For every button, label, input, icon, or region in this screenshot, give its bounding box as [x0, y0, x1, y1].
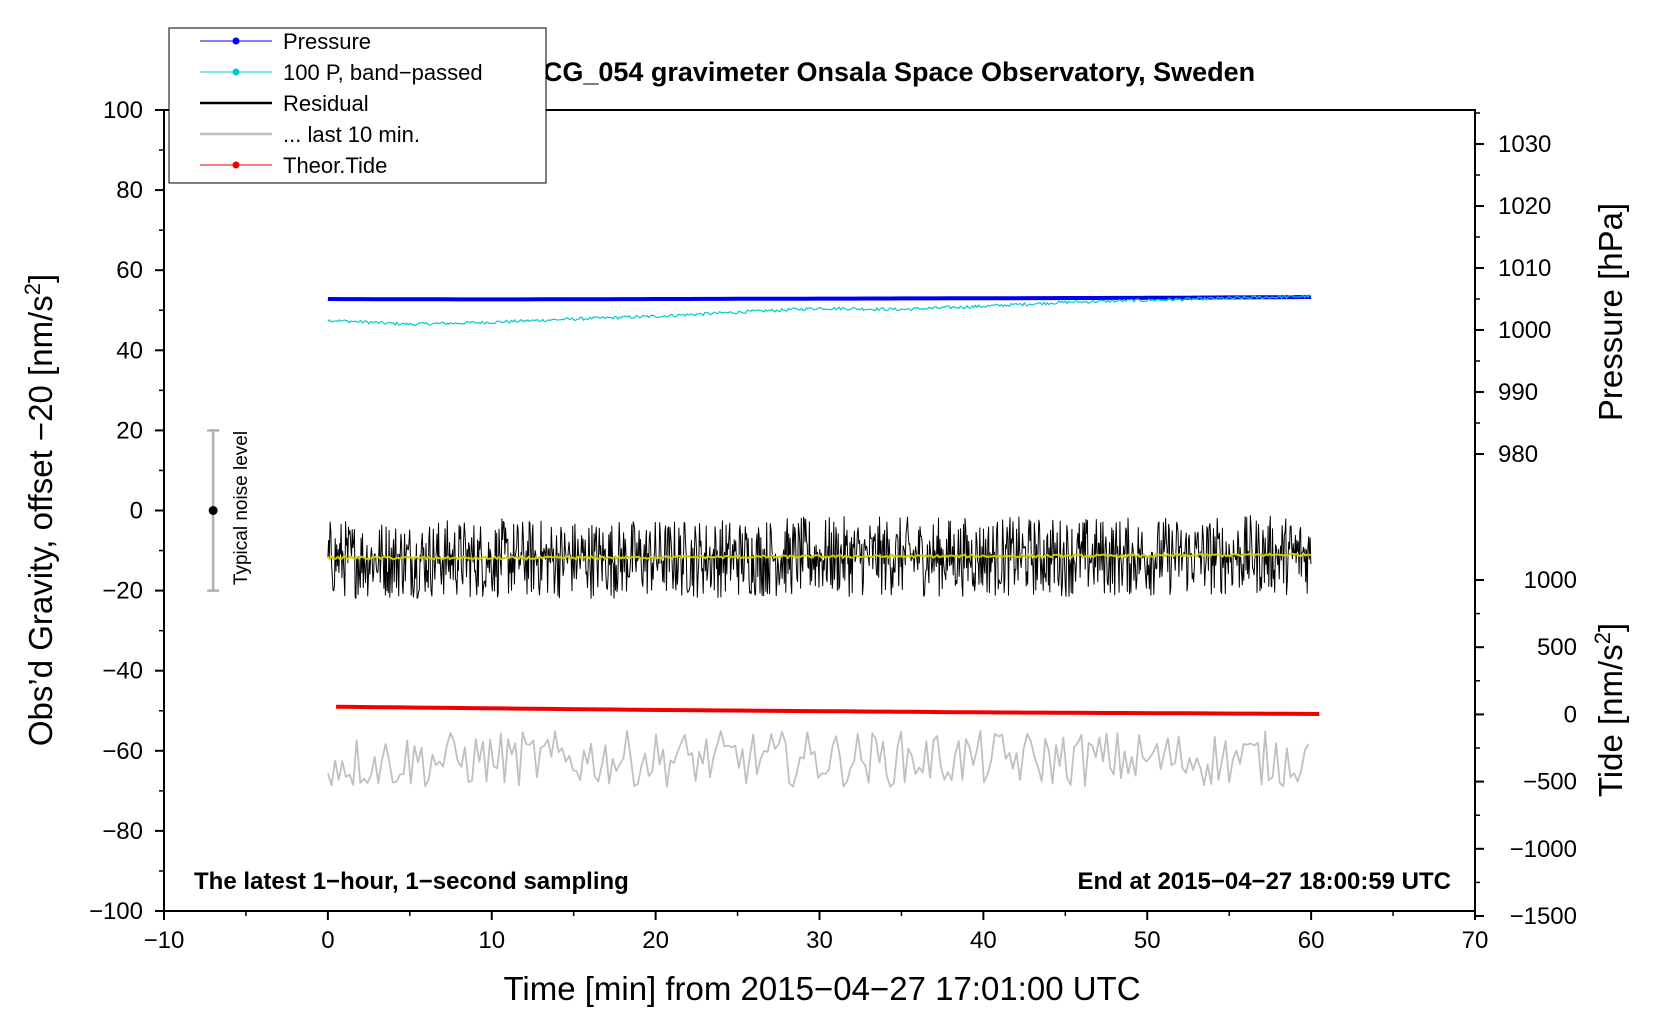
pressure-tick-label: 990: [1498, 379, 1538, 406]
y-axis-left-label-prefix: Obs’d Gravity, offset −20 [nm/s: [22, 295, 59, 746]
y-axis-tide-label-suffix: ]: [1592, 623, 1629, 632]
legend-label-0: Pressure: [283, 29, 371, 54]
legend-label-3: ... last 10 min.: [283, 122, 420, 147]
legend-items: Pressure 100 P, band−passed Residual ... la…: [200, 29, 483, 178]
tide-tick-label: 500: [1537, 634, 1577, 661]
plot-frame: [163, 109, 1476, 912]
note-end-time: End at 2015−04−27 18:00:59 UTC: [1077, 868, 1451, 895]
legend-label-2: Residual: [283, 91, 369, 116]
y-axis-pressure-label: Pressure [hPa]: [1592, 203, 1629, 421]
tide-tick-label: −500: [1523, 769, 1577, 796]
chart-title: SCG_054 gravimeter Onsala Space Observat…: [525, 57, 1255, 87]
y-axis-gravity: −100 −80 −60 −40 −20 0 20 40 60 80 100: [89, 97, 164, 925]
series-line-2: [327, 515, 1312, 599]
x-tick-label: 0: [321, 927, 334, 954]
legend-marker-1: [232, 68, 240, 76]
smoothed-residual-line: [327, 551, 1312, 561]
y-axis-left-label: Obs’d Gravity, offset −20 [nm/s2]: [20, 274, 59, 746]
pressure-tick-label: 980: [1498, 441, 1538, 468]
y-axis-tide-label-prefix: Tide [nm/s: [1592, 644, 1629, 797]
note-sampling: The latest 1−hour, 1−second sampling: [194, 868, 629, 895]
y-tick-label: −100: [89, 898, 143, 925]
legend: Pressure 100 P, band−passed Residual ... la…: [168, 27, 547, 184]
x-tick-label: 60: [1298, 927, 1325, 954]
x-tick-label: 40: [970, 927, 997, 954]
y-axis-left-label-suffix: ]: [22, 274, 59, 283]
tide-tick-label: 0: [1564, 701, 1577, 728]
y-tick-label: −20: [102, 578, 143, 605]
x-tick-label: 30: [806, 927, 833, 954]
pressure-tick-label: 1000: [1498, 317, 1551, 344]
y-tick-label: 0: [130, 498, 143, 525]
x-tick-label: −10: [144, 927, 185, 954]
plot-series: [327, 294, 1320, 788]
x-tick-label: 70: [1462, 927, 1489, 954]
pressure-tick-label: 1010: [1498, 255, 1551, 282]
x-tick-label: 10: [478, 927, 505, 954]
legend-marker-4: [232, 161, 240, 169]
legend-label-4: Theor.Tide: [283, 153, 387, 178]
y-axis-tide: 1000 500 0 −500 −1000 −1500: [1475, 567, 1577, 930]
y-axis-pressure: 1030 1020 1010 1000 990 980: [1475, 112, 1551, 468]
y-axis-left-label-sup: 2: [20, 283, 45, 295]
y-tick-label: −80: [102, 818, 143, 845]
legend-label-1: 100 P, band−passed: [283, 60, 483, 85]
y-tick-label: 40: [116, 337, 143, 364]
series-line-3: [327, 729, 1310, 788]
y-tick-label: 60: [116, 257, 143, 284]
noise-marker: [207, 429, 220, 592]
x-axis-label: Time [min] from 2015−04−27 17:01:00 UTC: [503, 970, 1140, 1007]
legend-box: [168, 27, 547, 184]
x-tick-label: 50: [1134, 927, 1161, 954]
y-tick-label: 80: [116, 177, 143, 204]
tide-tick-label: −1500: [1510, 903, 1577, 930]
series-line-1: [327, 294, 1312, 327]
y-tick-label: −40: [102, 658, 143, 685]
pressure-tick-label: 1030: [1498, 131, 1551, 158]
noise-dot: [208, 506, 218, 515]
tide-tick-label: 1000: [1524, 567, 1577, 594]
legend-marker-0: [232, 37, 240, 45]
x-axis: −10 0 10 20 30 40 50 60 70: [144, 911, 1489, 954]
y-tick-label: −60: [102, 738, 143, 765]
tide-tick-label: −1000: [1510, 836, 1577, 863]
y-tick-label: 20: [116, 417, 143, 444]
y-tick-label: 100: [103, 97, 143, 124]
series-line-4: [336, 704, 1320, 716]
y-axis-tide-label-sup: 2: [1590, 632, 1615, 644]
series-line-0: [327, 295, 1312, 302]
y-axis-tide-label: Tide [nm/s2]: [1590, 623, 1629, 797]
x-tick-label: 20: [642, 927, 669, 954]
pressure-tick-label: 1020: [1498, 193, 1551, 220]
noise-label: Typical noise level: [231, 431, 252, 585]
